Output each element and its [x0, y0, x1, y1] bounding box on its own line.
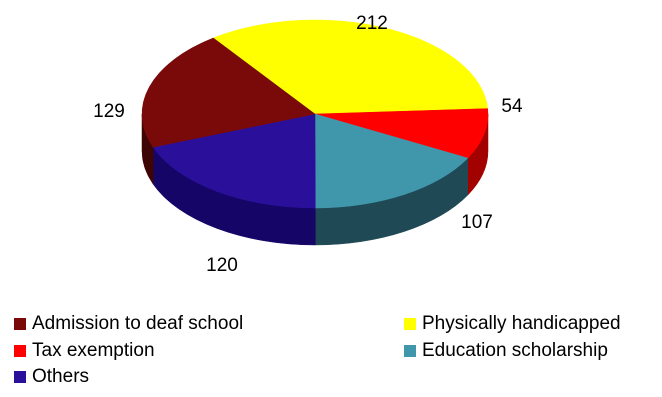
data-label-tax-exemption: 54: [501, 96, 523, 117]
pie-slice-admission-to-deaf-school: [141, 37, 316, 148]
pie-slice-education-scholarship: [314, 113, 469, 209]
pie-top-faces: [141, 19, 489, 209]
data-label-admission-to-deaf-school: 129: [93, 101, 125, 122]
pie-data-labels: 212 54 107 120 129: [93, 13, 523, 276]
data-label-education-scholarship: 107: [461, 212, 493, 233]
pie-slice-physically-handicapped: [212, 19, 488, 115]
pie-slice-others: [152, 113, 316, 209]
pie-slice-tax-exemption: [314, 108, 489, 159]
data-label-physically-handicapped: 212: [356, 13, 388, 34]
data-label-others: 120: [206, 255, 238, 276]
